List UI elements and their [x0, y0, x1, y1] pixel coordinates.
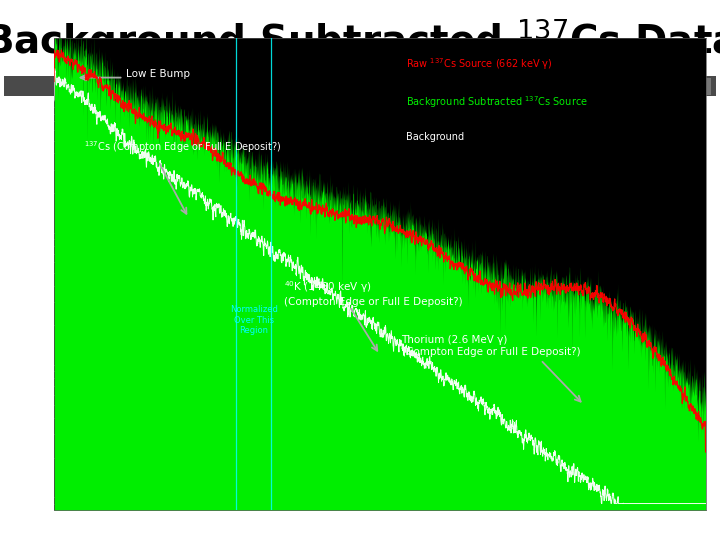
Text: $^{137}$Cs (Compton Edge or Full E Deposit?): $^{137}$Cs (Compton Edge or Full E Depos… — [84, 139, 282, 154]
Text: Raw $^{137}$Cs Source (662 keV γ): Raw $^{137}$Cs Source (662 keV γ) — [406, 57, 552, 72]
Text: Thorium (2.6 MeV γ)
(Compton Edge or Full E Deposit?): Thorium (2.6 MeV γ) (Compton Edge or Ful… — [402, 335, 580, 357]
Text: Normalized
Over This
Region: Normalized Over This Region — [230, 305, 278, 335]
Bar — [678, 78, 686, 96]
Text: Background Subtracted $^{137}$Cs Source: Background Subtracted $^{137}$Cs Source — [406, 94, 588, 110]
Text: Background Subtracted $^{137}$Cs Data: Background Subtracted $^{137}$Cs Data — [0, 16, 720, 64]
Text: Background: Background — [406, 132, 464, 143]
Bar — [690, 78, 699, 96]
Text: /home/daq/lens/2013March07/bkgTopTrigger01.his  -ID=711-  allside: /home/daq/lens/2013March07/bkgTopTrigger… — [207, 82, 470, 91]
Bar — [4, 76, 716, 96]
Text: Low E Bump: Low E Bump — [126, 69, 189, 79]
Text: $^{40}$K (1460 keV γ)
(Compton Edge or Full E Deposit?): $^{40}$K (1460 keV γ) (Compton Edge or F… — [284, 280, 463, 307]
Bar — [702, 78, 711, 96]
